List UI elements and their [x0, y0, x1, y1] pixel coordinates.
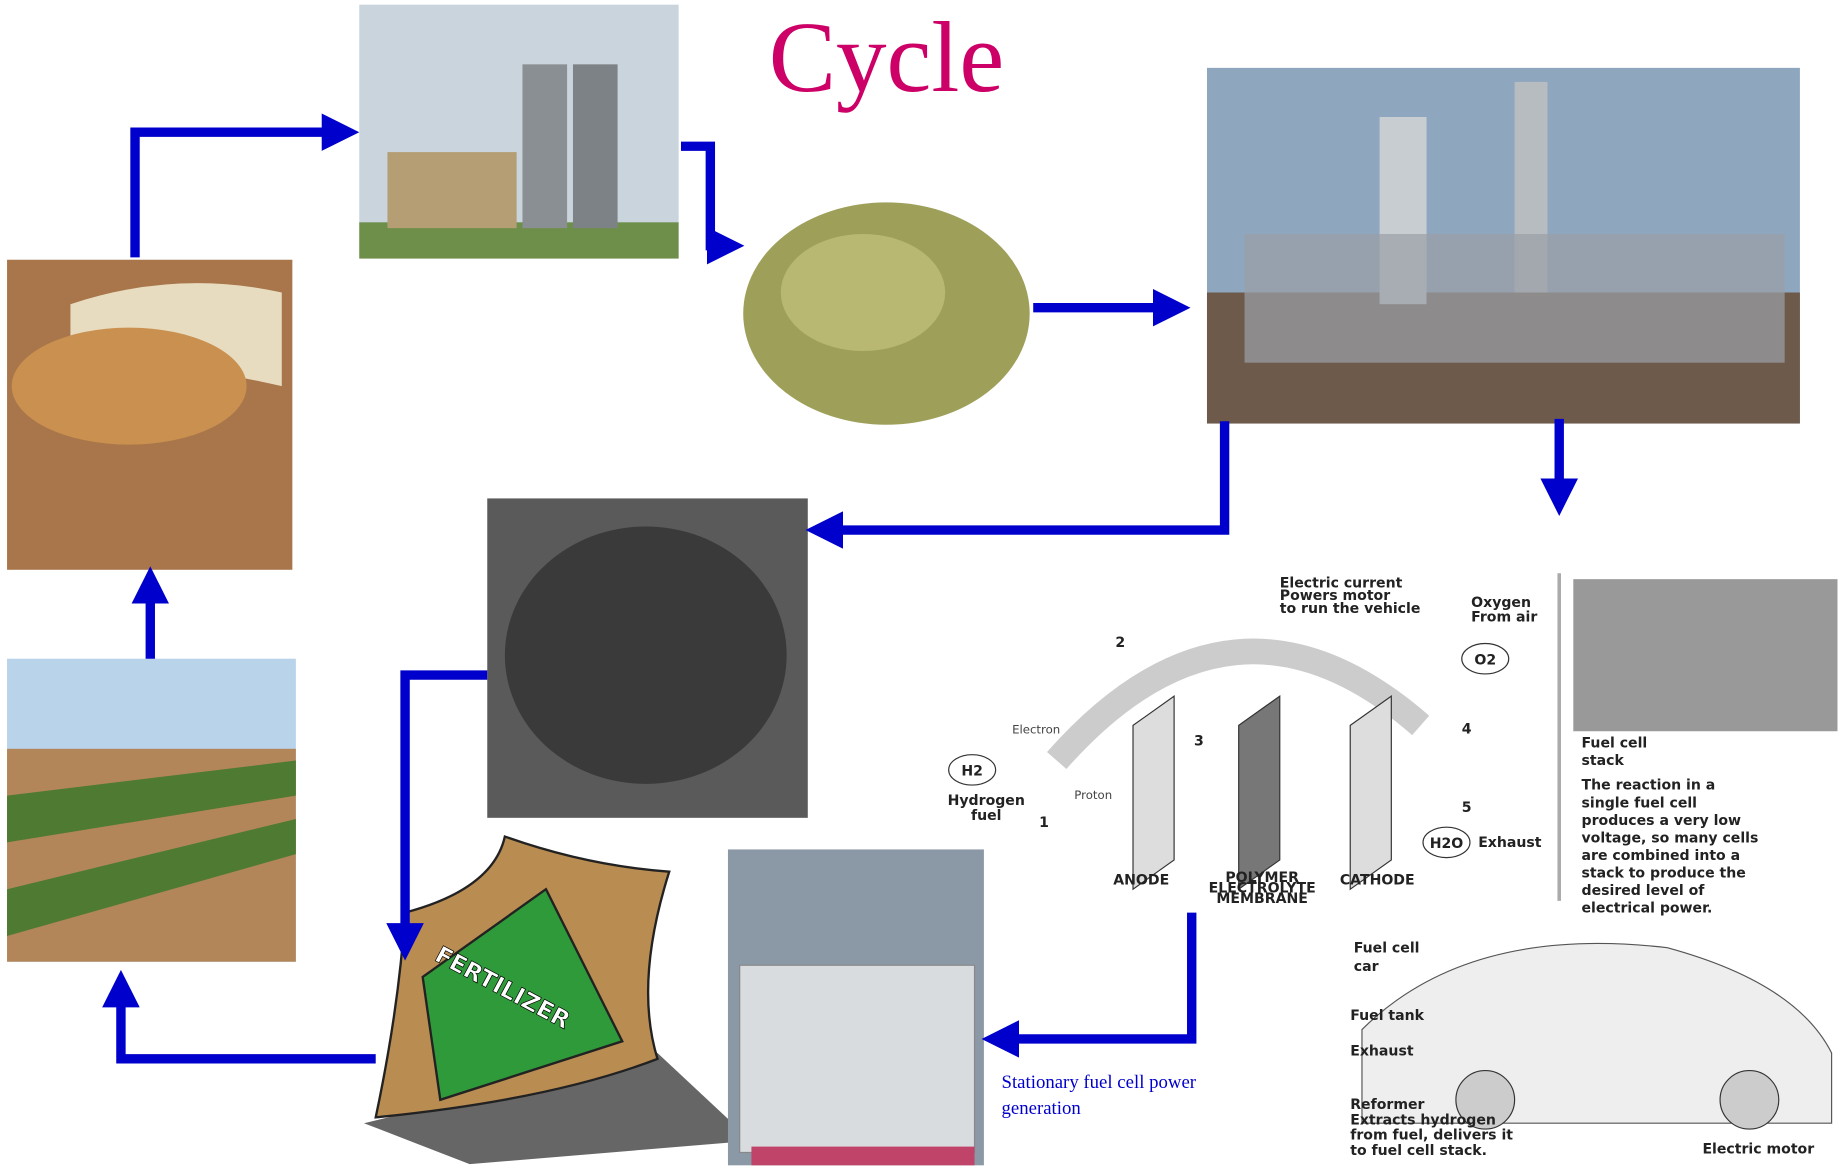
plant-photo	[1207, 68, 1800, 424]
membrane-label: MEMBRANE	[1216, 891, 1307, 907]
stack-text: desired level of	[1582, 883, 1706, 899]
reformer-label: Extracts hydrogen	[1350, 1112, 1496, 1128]
peanuts-photo	[7, 260, 292, 570]
stack-text: produces a very low	[1582, 813, 1742, 829]
caption: Stationary fuel cell power	[1002, 1072, 1197, 1093]
step-number: 5	[1462, 800, 1472, 816]
cathode-label: CATHODE	[1340, 873, 1415, 889]
car-title: Fuel cell	[1354, 940, 1420, 956]
fuel-tank-label: Fuel tank	[1350, 1008, 1424, 1024]
reformer-label: to fuel cell stack.	[1350, 1143, 1487, 1159]
anode-label: ANODE	[1113, 873, 1169, 889]
step-number: 3	[1194, 733, 1204, 749]
pellets-photo	[743, 202, 1029, 424]
diagram: Cycle FERTILIZER	[0, 0, 1841, 1170]
car-exhaust-label: Exhaust	[1350, 1043, 1414, 1059]
char-photo	[487, 498, 808, 817]
exhaust-label: Exhaust	[1478, 835, 1542, 851]
stack-text: voltage, so many cells	[1582, 830, 1759, 846]
field-photo	[7, 659, 296, 962]
title: Cycle	[769, 1, 1004, 113]
h2o-label: H2O	[1430, 836, 1464, 852]
stack-title: Fuel cell	[1582, 736, 1648, 752]
stack-text: are combined into a	[1582, 848, 1741, 864]
caption: generation	[1002, 1098, 1082, 1119]
step-number: 1	[1039, 815, 1049, 831]
reformer-label: Reformer	[1350, 1097, 1424, 1113]
reformer-label: from fuel, delivers it	[1350, 1128, 1513, 1144]
silo-photo	[359, 5, 678, 259]
motor-label: Electric motor	[1702, 1142, 1814, 1158]
stack-text: electrical power.	[1582, 901, 1713, 917]
stationary-photo	[728, 849, 984, 1165]
o2-label: O2	[1474, 653, 1496, 669]
hydrogen-label: Hydrogen	[948, 793, 1025, 809]
car-title: car	[1354, 959, 1379, 975]
proton-label: Proton	[1074, 788, 1112, 802]
current-label: to run the vehicle	[1280, 601, 1421, 617]
hydrogen-label: fuel	[971, 808, 1002, 824]
stack-text: single fuel cell	[1582, 795, 1697, 811]
stack-text: The reaction in a	[1582, 778, 1716, 794]
stack-text: stack to produce the	[1582, 866, 1746, 882]
step-number: 2	[1115, 635, 1125, 651]
oxygen-label: From air	[1471, 609, 1537, 625]
step-number: 4	[1462, 722, 1472, 738]
fertilizer-bag: FERTILIZER	[364, 837, 751, 1165]
stack-title: stack	[1582, 753, 1625, 769]
h2-label: H2	[961, 764, 983, 780]
electron-label: Electron	[1012, 723, 1060, 737]
